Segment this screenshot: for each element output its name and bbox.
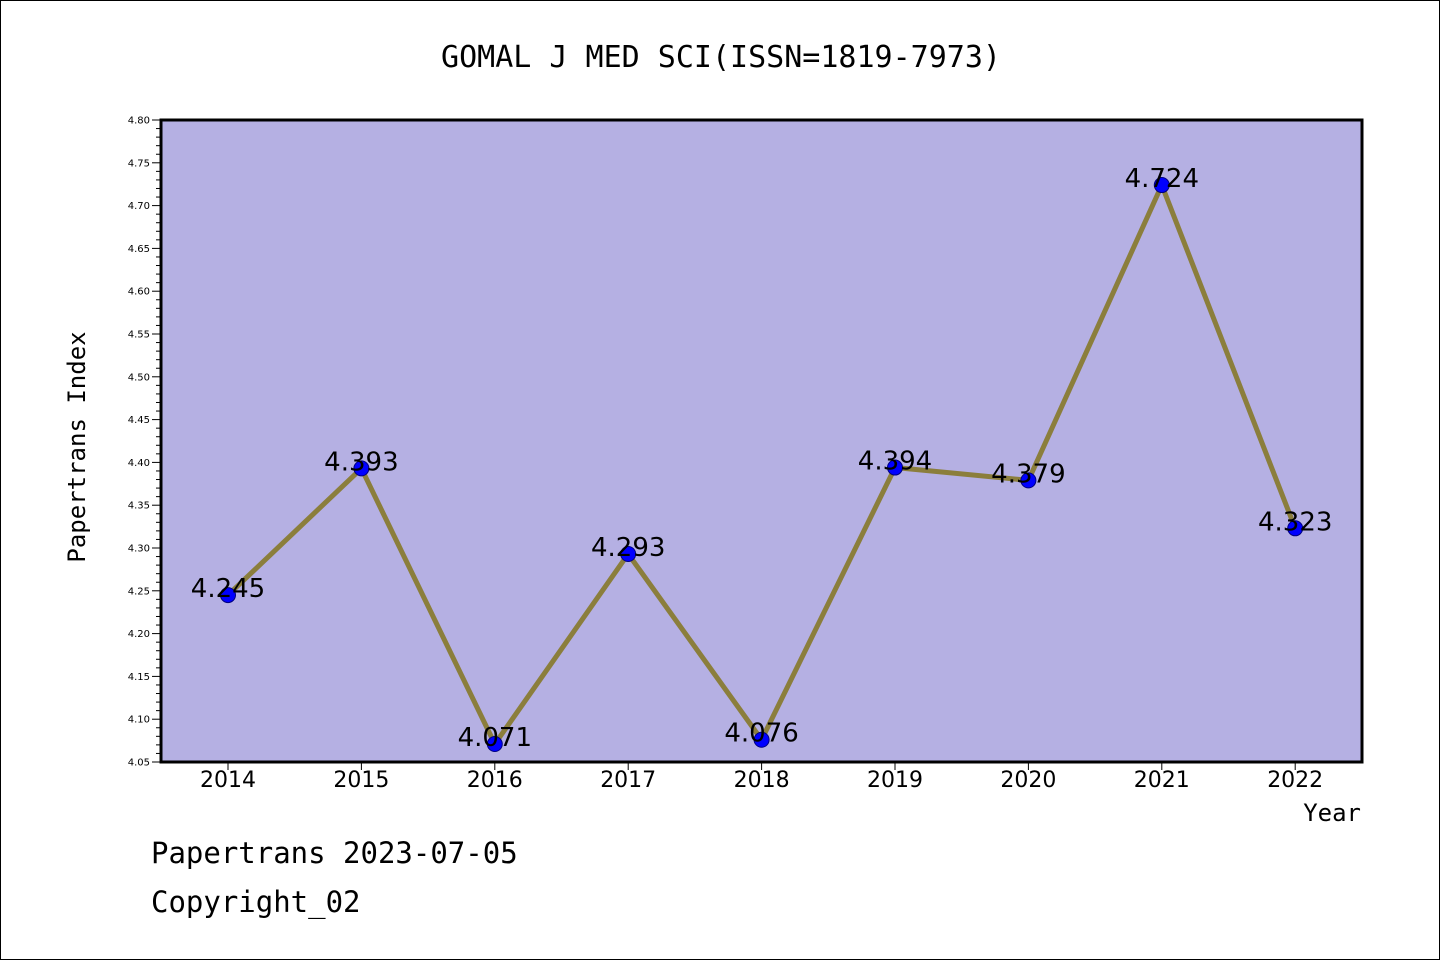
data-point	[220, 587, 236, 604]
x-tick-label: 2020	[1000, 768, 1056, 793]
x-tick-label: 2019	[867, 768, 923, 793]
y-tick-label: 4.25	[128, 586, 150, 597]
x-axis-ticks: 2014 2015 2016 2017 2018 2019 2020 2021 2022	[200, 762, 1323, 793]
y-tick-label: 4.05	[128, 758, 150, 769]
x-tick-label: 2022	[1267, 768, 1323, 793]
data-labels: 4.245 4.393 4.071 4.293 4.076 4.394 4.379 4.724…	[191, 164, 1333, 753]
plot-area	[161, 120, 1362, 762]
data-point	[887, 459, 903, 476]
data-label: 4.393	[324, 447, 398, 477]
data-point	[753, 731, 770, 748]
y-axis-ticks: 4.05 4.10 4.15 4.20 4.25 4.30 4.35 4.40 4.45 4.50…	[128, 116, 161, 769]
y-tick-label: 4.50	[128, 372, 150, 383]
data-label: 4.245	[191, 574, 265, 604]
y-tick-label: 4.20	[128, 629, 150, 640]
data-point	[486, 736, 503, 753]
footer-date-text: Papertrans 2023-07-05	[151, 836, 518, 870]
data-label: 4.076	[724, 719, 798, 749]
x-tick-label: 2014	[200, 768, 256, 793]
y-tick-label: 4.55	[128, 330, 150, 341]
y-tick-label: 4.35	[128, 501, 150, 512]
x-axis-label: Year	[1303, 799, 1361, 827]
y-axis-label: Papertrans Index	[63, 331, 91, 562]
x-tick-label: 2018	[734, 768, 790, 793]
data-label: 4.724	[1125, 164, 1199, 194]
footer-copyright-text: Copyright_02	[151, 885, 361, 919]
plot-border	[159, 118, 1364, 764]
y-tick-label: 4.80	[128, 116, 150, 127]
y-tick-label: 4.10	[128, 715, 150, 726]
x-tick-label: 2015	[333, 768, 389, 793]
data-label: 4.323	[1258, 507, 1332, 537]
y-tick-label: 4.60	[128, 287, 150, 298]
y-tick-label: 4.70	[128, 201, 150, 212]
y-tick-label: 4.40	[128, 458, 150, 469]
data-point	[353, 460, 370, 477]
data-point	[1287, 520, 1304, 537]
data-label: 4.293	[591, 533, 665, 563]
y-tick-label: 4.30	[128, 544, 150, 555]
y-tick-label: 4.75	[128, 158, 150, 169]
data-point	[1020, 472, 1037, 489]
data-point	[620, 545, 637, 562]
chart-title: GOMAL J MED SCI(ISSN=1819-7973)	[441, 40, 1001, 75]
y-tick-label: 4.45	[128, 415, 150, 426]
y-tick-label: 4.65	[128, 244, 150, 255]
y-tick-label: 4.15	[128, 672, 150, 683]
x-tick-label: 2016	[467, 768, 523, 793]
data-label: 4.394	[858, 447, 932, 477]
data-label: 4.071	[458, 723, 532, 753]
data-label: 4.379	[991, 459, 1065, 489]
data-markers	[220, 177, 1304, 753]
data-point	[1153, 177, 1170, 194]
x-tick-label: 2017	[600, 768, 656, 793]
x-tick-label: 2021	[1134, 768, 1190, 793]
